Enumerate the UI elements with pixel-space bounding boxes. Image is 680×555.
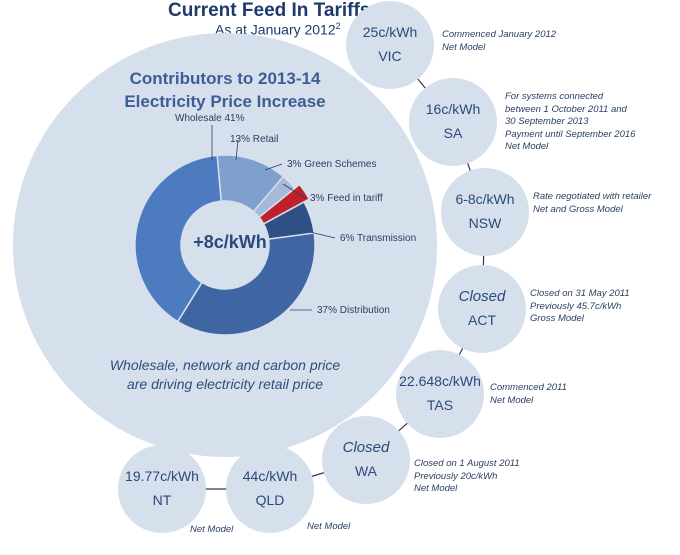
page-title: Current Feed In Tariffs: [168, 0, 371, 21]
state-note-line: Payment until September 2016: [505, 128, 636, 140]
state-name-act: ACT: [468, 312, 496, 328]
leader-transmission: [309, 231, 336, 239]
state-bubble-nsw: 6-8c/kWh NSW: [441, 168, 529, 256]
panel-title-line1: Contributors to 2013-14: [129, 69, 321, 88]
donut-chart: [134, 154, 316, 336]
state-rate-vic: 25c/kWh: [362, 24, 418, 40]
state-name-sa: SA: [443, 125, 463, 141]
state-name-tas: TAS: [426, 397, 454, 413]
state-rate-qld: 44c/kWh: [242, 468, 298, 484]
state-note-qld: Net Model: [307, 521, 350, 534]
state-note-line: Rate negotiated with retailer: [533, 191, 652, 202]
state-note-line: Net Model: [307, 521, 351, 532]
slice-label-green-schemes: 3% Green Schemes: [287, 159, 377, 170]
subtitle-text: As at January 2012: [215, 21, 336, 38]
state-rate-nt: 19.77c/kWh: [125, 468, 199, 484]
state-note-wa: Closed on 1 August 2011 Previously 20c/kW…: [414, 458, 520, 496]
state-note-tas: Commenced 2011 Net Model: [490, 382, 567, 407]
state-rate-sa: 16c/kWh: [425, 101, 481, 117]
state-rate-wa: Closed: [342, 439, 390, 456]
state-note-nt: Net Model: [190, 524, 233, 537]
state-name-nt: NT: [152, 492, 172, 508]
state-note-line: Net Model: [505, 141, 549, 152]
state-rate-tas: 22.648c/kWh: [399, 373, 481, 389]
slice-label-feed-in-tariff: 3% Feed in tariff: [310, 193, 383, 204]
state-bubble-wa: Closed WA: [322, 416, 410, 504]
state-note-line: 30 September 2013: [505, 116, 589, 127]
state-note-line: For systems connected: [505, 91, 604, 102]
leader-feed-in-tariff: [282, 183, 306, 199]
state-rate-nsw: 6-8c/kWh: [455, 191, 515, 207]
panel-title-line2: Electricity Price Increase: [124, 92, 326, 111]
subtitle-footnote: 2: [335, 21, 341, 31]
slice-label-retail: 13% Retail: [230, 134, 279, 145]
state-note-line: Previously 20c/kWh: [414, 470, 498, 482]
state-note-act: Closed on 31 May 2011 Previously 45.7c/kW…: [530, 288, 630, 326]
state-note-line: Gross Model: [530, 313, 584, 324]
panel-note-line2: are driving electricity retail price: [126, 376, 324, 392]
page-subtitle: As at January 20122: [215, 21, 341, 38]
state-note-line: Net Model: [442, 41, 486, 53]
panel-note: Wholesale, network and carbon price are …: [60, 356, 390, 394]
state-note-sa: For systems connected between 1 October 2…: [505, 91, 635, 154]
state-note-line: Commenced 2011: [490, 382, 567, 393]
panel-title: Contributors to 2013-14 Electricity Pric…: [60, 67, 390, 113]
state-note-line: Closed on 31 May 2011: [530, 288, 630, 299]
state-name-qld: QLD: [255, 492, 285, 508]
state-name-wa: WA: [354, 463, 378, 479]
state-note-line: Closed on 1 August 2011: [414, 458, 520, 469]
slice-label-transmission: 6% Transmission: [340, 233, 417, 244]
state-note-line: Net Model: [490, 394, 534, 406]
state-bubble-sa: 16c/kWh SA: [409, 78, 497, 166]
leader-retail: [235, 139, 239, 161]
state-note-line: Net Model: [190, 524, 234, 535]
state-rate-act: Closed: [458, 288, 506, 305]
slice-label-distribution: 37% Distribution: [317, 305, 390, 316]
state-note-vic: Commenced January 2012 Net Model: [442, 29, 556, 54]
state-note-line: between 1 October 2011 and: [505, 103, 627, 115]
state-name-vic: VIC: [378, 48, 402, 64]
state-bubble-act: Closed ACT: [438, 265, 526, 353]
state-note-line: Net Model: [414, 483, 458, 494]
state-note-line: Net and Gross Model: [533, 203, 623, 215]
state-bubble-nt: 19.77c/kWh NT: [118, 445, 206, 533]
slice-leader-lines: [211, 125, 336, 311]
donut-center-label: +8c/kWh: [193, 232, 267, 252]
state-note-nsw: Rate negotiated with retailer Net and Gro…: [533, 191, 651, 216]
state-note-line: Commenced January 2012: [442, 29, 557, 40]
state-note-line: Previously 45.7c/kWh: [530, 300, 622, 312]
state-bubble-tas: 22.648c/kWh TAS: [396, 350, 484, 438]
state-bubble-qld: 44c/kWh QLD: [226, 445, 314, 533]
leader-green-schemes: [264, 163, 283, 171]
panel-note-line1: Wholesale, network and carbon price: [109, 357, 341, 373]
donut-hole: [181, 201, 269, 289]
slice-label-wholesale: Wholesale 41%: [175, 113, 245, 124]
state-bubble-vic: 25c/kWh VIC: [346, 1, 434, 89]
state-name-nsw: NSW: [468, 215, 502, 231]
